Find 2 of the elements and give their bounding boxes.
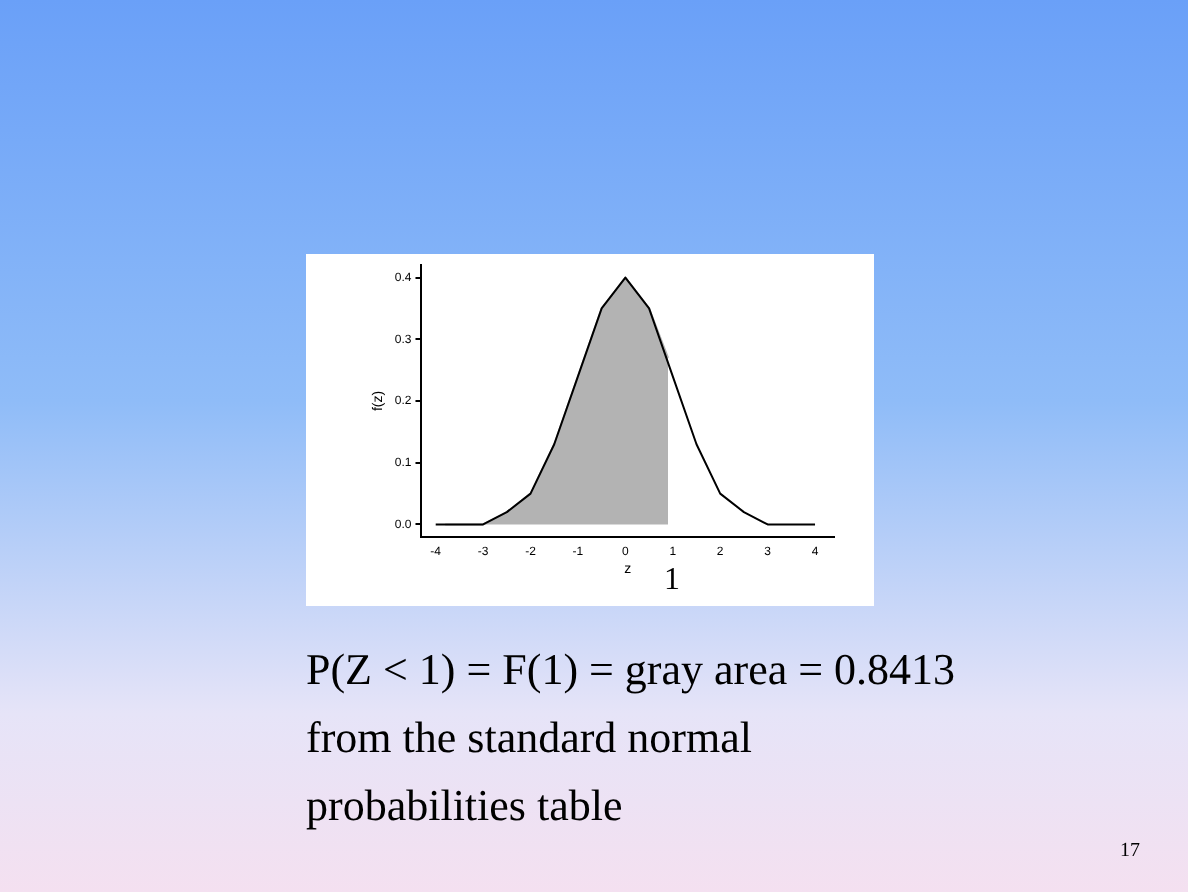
text: 17 <box>1120 840 1140 862</box>
text: P(Z < 1) = F(1) = gray area = 0.8413 from the standard normal probabilities table <box>306 642 958 834</box>
